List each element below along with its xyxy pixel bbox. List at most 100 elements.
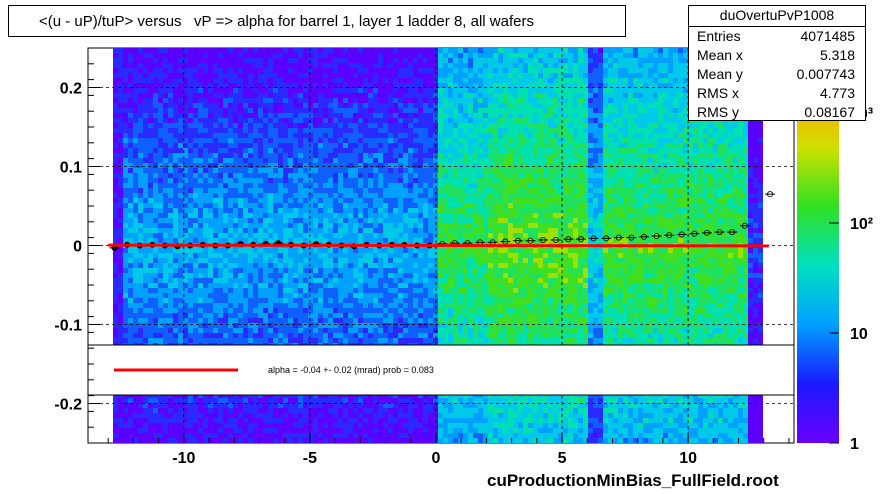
heatmap-cell: [223, 318, 228, 323]
heatmap-cell: [208, 318, 213, 323]
heatmap-cell: [308, 153, 313, 158]
heatmap-cell: [338, 63, 343, 68]
heatmap-cell: [323, 333, 328, 338]
heatmap-cell: [338, 178, 343, 183]
heatmap-cell: [403, 293, 408, 298]
heatmap-cell: [388, 163, 393, 168]
heatmap-cell: [373, 253, 378, 258]
heatmap-cell: [423, 138, 428, 143]
heatmap-cell: [343, 118, 348, 123]
heatmap-cell: [203, 428, 208, 433]
heatmap-cell: [358, 128, 363, 133]
heatmap-cell: [423, 228, 428, 233]
heatmap-cell: [298, 303, 303, 308]
heatmap-cell: [193, 313, 198, 318]
heatmap-cell: [418, 108, 423, 113]
heatmap-cell: [113, 283, 118, 288]
heatmap-cell: [273, 153, 278, 158]
heatmap-cell: [133, 188, 138, 193]
heatmap-cell: [188, 148, 193, 153]
heatmap-cell: [248, 403, 253, 408]
heatmap-cell: [283, 198, 288, 203]
heatmap-cell: [318, 128, 323, 133]
heatmap-cell: [283, 298, 288, 303]
heatmap-cell: [378, 123, 383, 128]
heatmap-cell: [393, 328, 398, 333]
heatmap-cell: [403, 403, 408, 408]
heatmap-cell: [203, 53, 208, 58]
heatmap-cell: [348, 223, 353, 228]
heatmap-cell: [298, 143, 303, 148]
heatmap-cell: [208, 93, 213, 98]
heatmap-cell: [273, 433, 278, 438]
heatmap-cell: [383, 303, 388, 308]
heatmap-cell: [113, 163, 118, 168]
heatmap-cell: [173, 123, 178, 128]
heatmap-cell: [333, 103, 338, 108]
heatmap-cell: [218, 208, 223, 213]
heatmap-cell: [363, 418, 368, 423]
heatmap-cell: [298, 193, 303, 198]
heatmap-cell: [293, 313, 298, 318]
heatmap-cell: [123, 138, 128, 143]
heatmap-cell: [418, 133, 423, 138]
heatmap-cell: [218, 163, 223, 168]
heatmap-cell: [118, 313, 123, 318]
heatmap-cell: [133, 108, 138, 113]
heatmap-cell: [318, 273, 323, 278]
heatmap-cell: [403, 93, 408, 98]
heatmap-cell: [203, 108, 208, 113]
heatmap-cell: [283, 313, 288, 318]
heatmap-cell: [383, 223, 388, 228]
heatmap-cell: [193, 218, 198, 223]
heatmap-cell: [348, 188, 353, 193]
heatmap-cell: [203, 183, 208, 188]
heatmap-cell: [388, 428, 393, 433]
heatmap-cell: [233, 403, 238, 408]
heatmap-cell: [173, 113, 178, 118]
heatmap-cell: [363, 333, 368, 338]
heatmap-cell: [403, 328, 408, 333]
heatmap-cell: [293, 293, 298, 298]
heatmap-cell: [138, 338, 143, 343]
heatmap-cell: [268, 423, 273, 428]
heatmap-cell: [378, 158, 383, 163]
heatmap-cell: [278, 238, 283, 243]
heatmap-cell: [183, 258, 188, 263]
heatmap-cell: [313, 53, 318, 58]
heatmap-cell: [373, 303, 378, 308]
heatmap-cell: [348, 233, 353, 238]
heatmap-cell: [138, 193, 143, 198]
heatmap-cell: [408, 48, 413, 53]
heatmap-cell: [373, 258, 378, 263]
heatmap-cell: [403, 423, 408, 428]
heatmap-cell: [273, 278, 278, 283]
heatmap-cell: [303, 288, 308, 293]
heatmap-cell: [173, 253, 178, 258]
heatmap-cell: [123, 268, 128, 273]
heatmap-cell: [298, 298, 303, 303]
heatmap-cell: [243, 93, 248, 98]
heatmap-cell: [138, 58, 143, 63]
heatmap-cell: [118, 428, 123, 433]
heatmap-cell: [343, 323, 348, 328]
heatmap-cell: [253, 163, 258, 168]
heatmap-cell: [183, 68, 188, 73]
heatmap-cell: [213, 143, 218, 148]
heatmap-cell: [228, 193, 233, 198]
heatmap-cell: [338, 78, 343, 83]
heatmap-cell: [353, 208, 358, 213]
heatmap-cell: [368, 73, 373, 78]
heatmap-cell: [223, 223, 228, 228]
heatmap-cell: [388, 308, 393, 313]
heatmap-cell: [293, 103, 298, 108]
heatmap-cell: [193, 118, 198, 123]
heatmap-cell: [203, 198, 208, 203]
heatmap-cell: [338, 148, 343, 153]
heatmap-cell: [218, 78, 223, 83]
heatmap-cell: [278, 278, 283, 283]
heatmap-cell: [333, 93, 338, 98]
heatmap-cell: [223, 313, 228, 318]
heatmap-cell: [358, 148, 363, 153]
heatmap-cell: [373, 263, 378, 268]
